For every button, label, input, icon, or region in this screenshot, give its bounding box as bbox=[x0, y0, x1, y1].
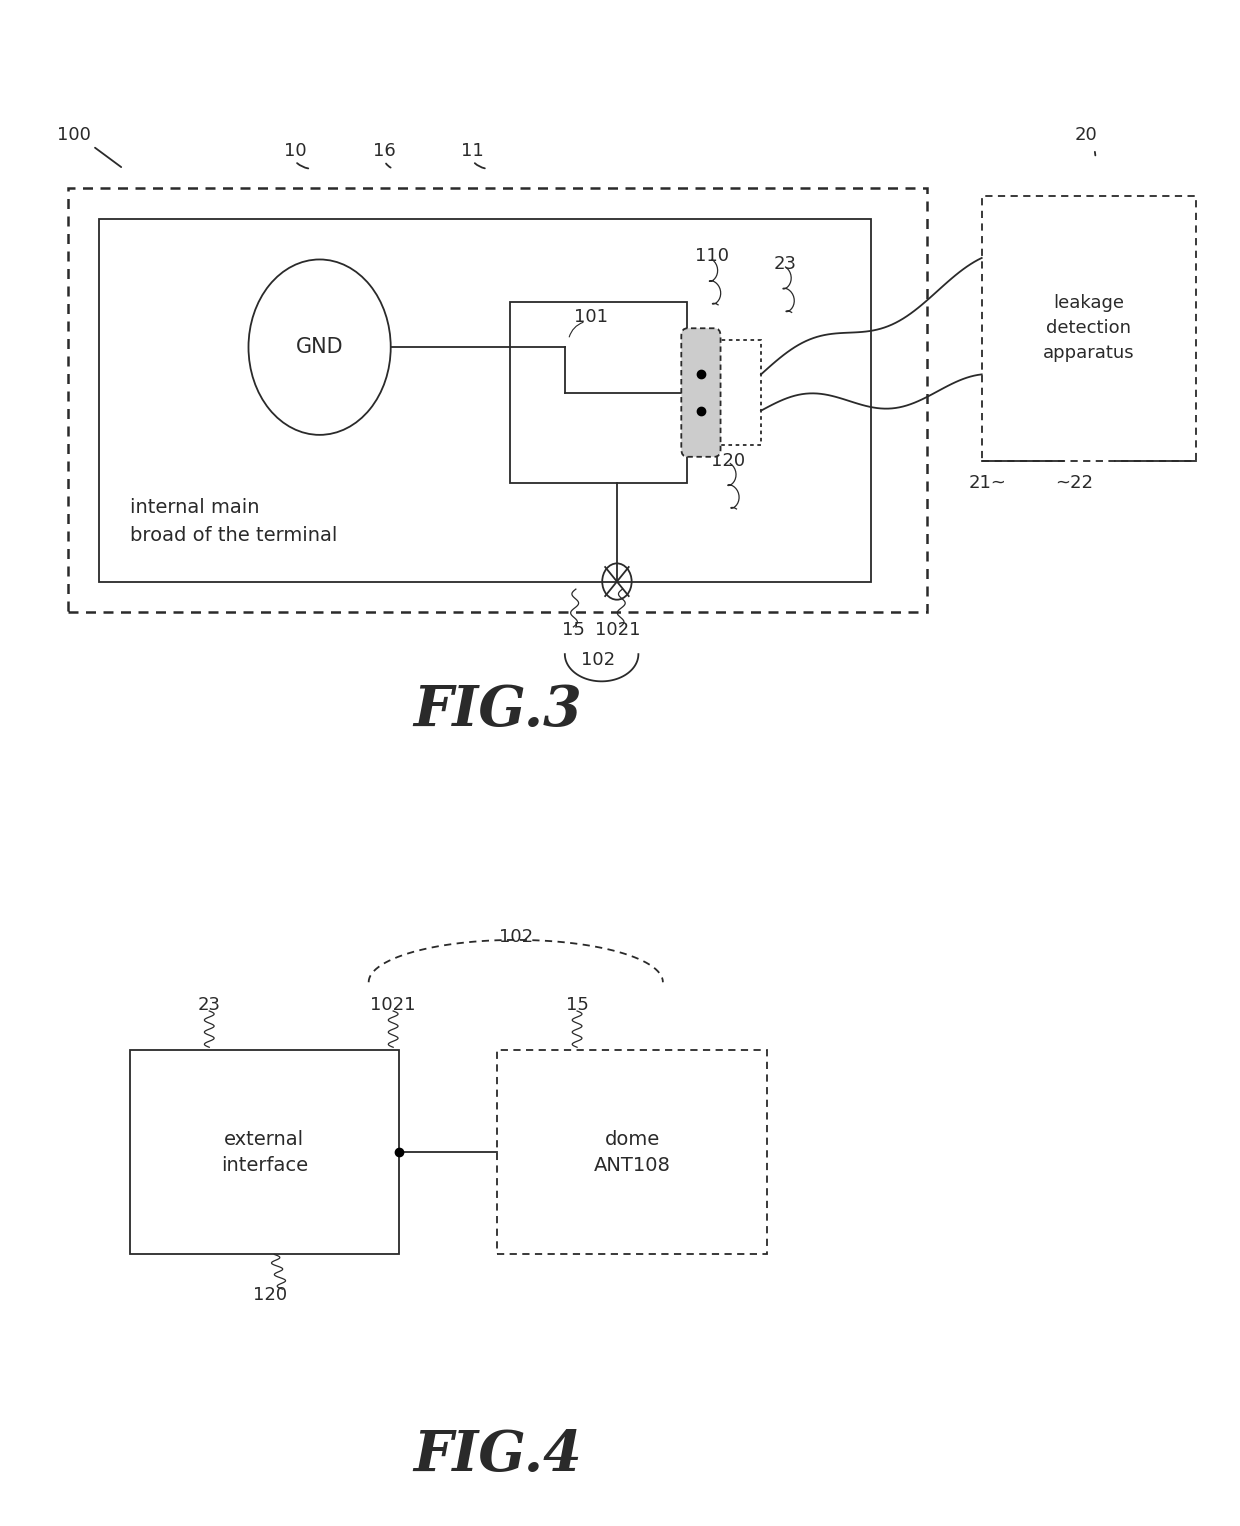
Bar bbox=[68, 188, 926, 612]
Text: 20: 20 bbox=[1075, 127, 1097, 145]
Text: internal main
broad of the terminal: internal main broad of the terminal bbox=[129, 499, 337, 545]
Bar bbox=[982, 195, 1197, 461]
Text: 15: 15 bbox=[565, 996, 589, 1013]
Text: ~22: ~22 bbox=[1055, 475, 1092, 493]
Text: 11: 11 bbox=[461, 142, 485, 160]
Text: 120: 120 bbox=[711, 452, 745, 470]
Text: 16: 16 bbox=[373, 142, 396, 160]
Bar bbox=[714, 340, 761, 446]
Text: 100: 100 bbox=[57, 127, 92, 145]
Text: 1021: 1021 bbox=[371, 996, 415, 1013]
Text: 23: 23 bbox=[774, 255, 797, 273]
Text: 110: 110 bbox=[694, 247, 729, 266]
Bar bbox=[129, 1050, 399, 1254]
Text: 23: 23 bbox=[197, 996, 221, 1013]
FancyBboxPatch shape bbox=[681, 328, 720, 456]
Bar bbox=[510, 302, 687, 484]
Text: 101: 101 bbox=[574, 308, 608, 327]
Text: 10: 10 bbox=[284, 142, 306, 160]
Text: FIG.3: FIG.3 bbox=[413, 682, 582, 737]
Bar bbox=[497, 1050, 768, 1254]
Text: 102: 102 bbox=[498, 928, 533, 946]
Text: 102: 102 bbox=[580, 652, 615, 670]
Text: external
interface: external interface bbox=[221, 1129, 308, 1175]
Text: FIG.4: FIG.4 bbox=[413, 1428, 582, 1483]
Text: 21~: 21~ bbox=[968, 475, 1007, 493]
Text: 1021: 1021 bbox=[595, 621, 640, 639]
Text: 15: 15 bbox=[562, 621, 585, 639]
Text: leakage
detection
apparatus: leakage detection apparatus bbox=[1043, 295, 1135, 362]
Text: GND: GND bbox=[296, 337, 343, 357]
Bar bbox=[99, 218, 872, 581]
Text: 120: 120 bbox=[253, 1286, 288, 1305]
Text: dome
ANT108: dome ANT108 bbox=[594, 1129, 671, 1175]
